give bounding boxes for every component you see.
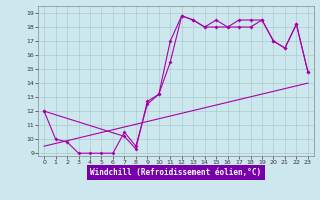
X-axis label: Windchill (Refroidissement éolien,°C): Windchill (Refroidissement éolien,°C) [91,168,261,177]
